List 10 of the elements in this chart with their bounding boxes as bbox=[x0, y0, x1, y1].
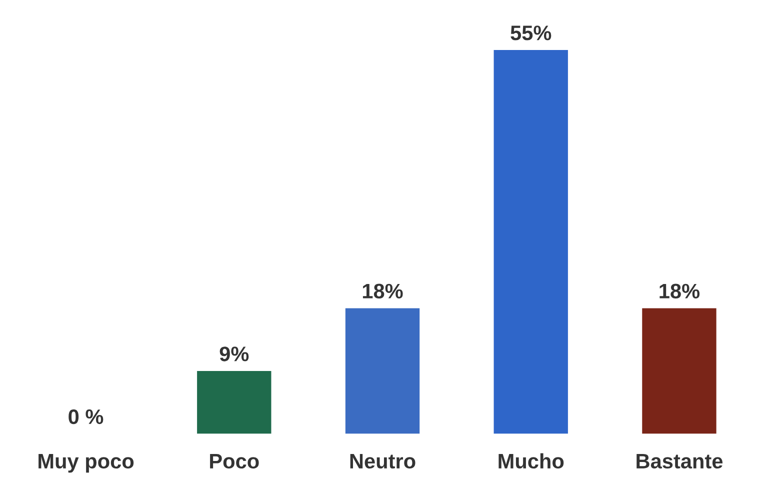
data-label: 9% bbox=[220, 346, 249, 362]
data-label: 0 % bbox=[68, 409, 104, 424]
data-label: 18% bbox=[660, 284, 700, 299]
data-label: 18% bbox=[362, 284, 403, 299]
x-tick-label: Mucho bbox=[498, 453, 564, 469]
data-label: 55% bbox=[510, 26, 552, 40]
x-tick-label: Poco bbox=[210, 454, 259, 469]
x-tick-label: Bastante bbox=[636, 454, 723, 469]
x-tick-label: Neutro bbox=[350, 454, 416, 469]
x-tick-label: Muy poco bbox=[38, 454, 134, 473]
